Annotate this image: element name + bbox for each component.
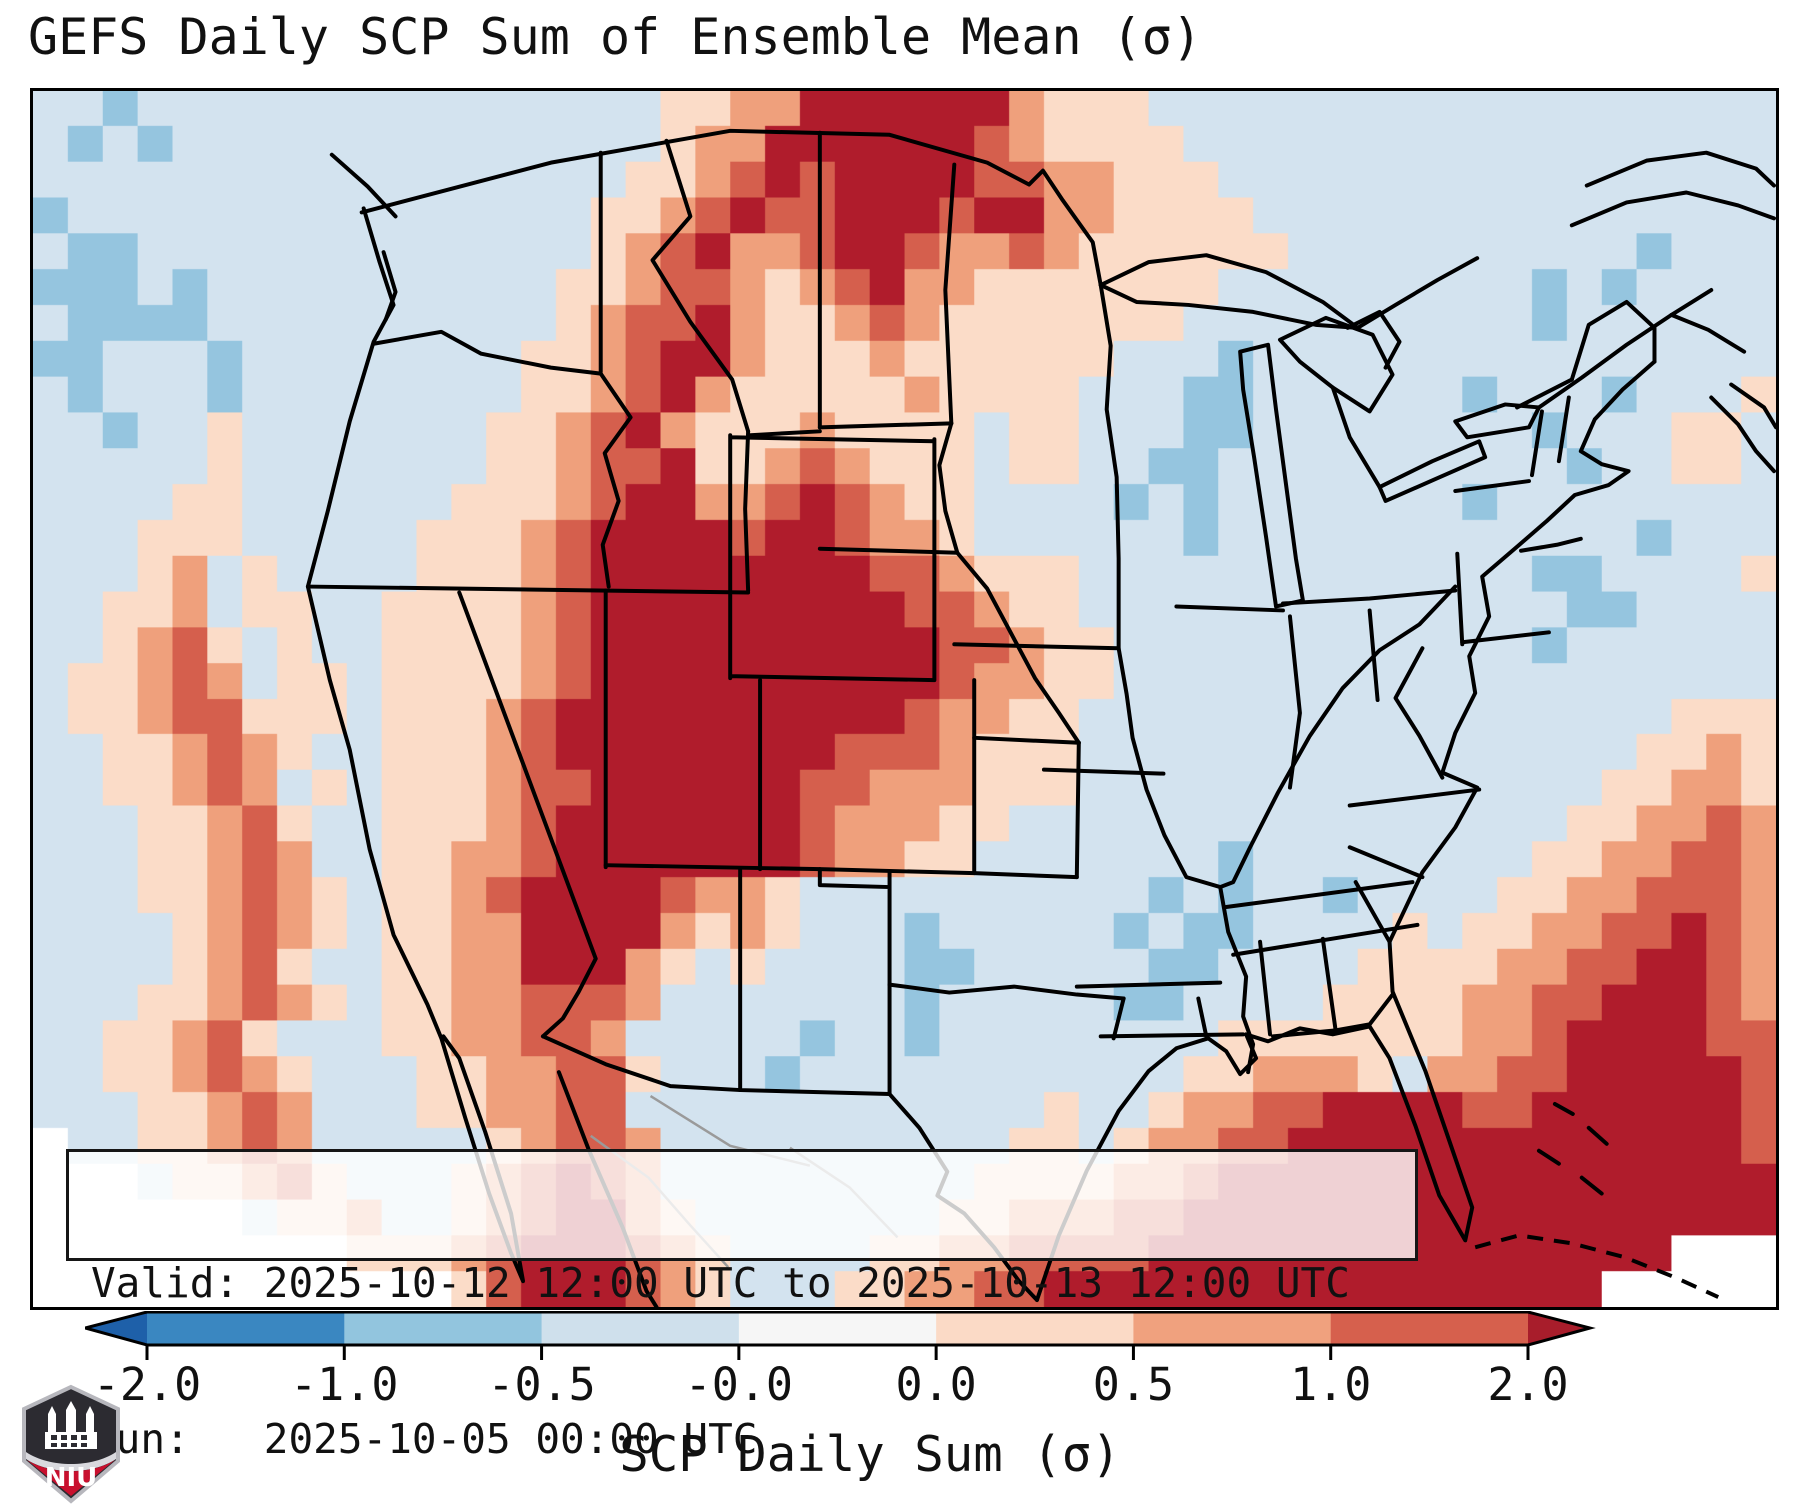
georgian-bay (1345, 309, 1402, 370)
mississippi-river (1098, 283, 1256, 1075)
colorbar-tick-label: 1.0 (1290, 1358, 1372, 1411)
la-ar-border (1098, 1032, 1246, 1039)
42n-line (305, 584, 751, 595)
sd-east-border (937, 421, 960, 555)
bahamas (1536, 1102, 1609, 1196)
colorbar (85, 1311, 1596, 1360)
ga-al-border (1320, 936, 1338, 1034)
ky-tn-border (1224, 880, 1415, 909)
ny-pa-border (1453, 479, 1531, 494)
gulf-st-lawrence-north (1584, 150, 1776, 188)
scp-heatmap-canvas (33, 91, 1776, 1307)
colorbar-segment (541, 1312, 740, 1345)
la-tx-border (1196, 996, 1209, 1039)
niu-logo: NIU (22, 1384, 120, 1504)
ar-north-border (1074, 980, 1223, 989)
maine-quebec-border (1569, 299, 1657, 382)
colorbar-under-arrow (85, 1312, 147, 1345)
colorbar-segments (147, 1312, 1529, 1345)
ks-ne-border (972, 735, 1081, 745)
oh-pa-border (1455, 551, 1465, 647)
nd-south-border (817, 421, 954, 430)
niu-red-field (27, 1460, 115, 1496)
niu-silver-band (26, 1452, 116, 1471)
id-east-border (743, 429, 751, 593)
st-lawrence-river (1536, 288, 1714, 410)
nova-scotia (1709, 382, 1776, 474)
colorbar-segment (344, 1312, 543, 1345)
new-brunswick-coast (1669, 312, 1747, 354)
pacific-coast (305, 206, 526, 1284)
colorbar-tick-label: -1.0 (290, 1358, 399, 1411)
gaspe-peninsula (1569, 190, 1776, 228)
nd-east-border (943, 162, 957, 426)
wy-borders (728, 433, 937, 683)
colorbar-tick-label: -2.0 (92, 1358, 202, 1411)
lake-michigan (1238, 342, 1305, 609)
37n-line (603, 863, 1079, 880)
missouri-river (955, 550, 1081, 745)
state-borders-svg (305, 128, 1776, 1307)
mt-south-border (746, 429, 822, 438)
ohio-river (1218, 584, 1458, 890)
fl-north-border (1271, 992, 1395, 1039)
annotation-run-line: Run: 2025-10-05 00:00 UTC (91, 1415, 758, 1463)
colorbar-tick-label: -0.0 (684, 1358, 794, 1411)
page-title: GEFS Daily SCP Sum of Ensemble Mean (σ) (28, 8, 1202, 66)
tn-south-border (1231, 922, 1420, 957)
niu-logo-text: NIU (45, 1463, 98, 1493)
cuba-coast (1474, 1233, 1720, 1299)
lake-ontario (1453, 402, 1541, 440)
colorbar-segment (1133, 1312, 1332, 1345)
colorbar-segment (738, 1312, 938, 1345)
va-nc-border (1347, 787, 1482, 808)
lake-erie (1377, 439, 1488, 503)
lake-superior (1098, 253, 1360, 330)
al-ms-border (1258, 939, 1273, 1037)
ok-tx-panhandle (817, 867, 892, 1097)
wi-il-border (1174, 604, 1285, 613)
ks-mo-border (1074, 740, 1081, 880)
ia-mo-border (1041, 767, 1166, 776)
vancouver-island (329, 152, 398, 219)
id-mt-border (650, 138, 751, 434)
ga-sc-border (1353, 880, 1392, 944)
ontario-peninsula (1330, 385, 1382, 490)
colorbar-tick-label: 0.5 (1092, 1358, 1175, 1411)
colorbar-segment (1330, 1312, 1529, 1345)
annotation-box: Valid: 2025-10-12 12:00 UTC to 2025-10-1… (66, 1149, 1418, 1463)
lake-huron (1278, 315, 1395, 414)
colorbar-tick-label: -0.5 (487, 1358, 596, 1411)
ar-west-border (1111, 996, 1126, 1041)
canada-border (359, 128, 1103, 288)
mn-ia-border (952, 642, 1121, 651)
mexico-border-west (540, 1034, 892, 1097)
puget-sound (381, 250, 398, 322)
colorbar-ticks (145, 1345, 1530, 1360)
red-river (887, 982, 1126, 1001)
long-island (1519, 536, 1583, 553)
colorbar-axis-label: SCP Daily Sum (σ) (619, 1426, 1121, 1483)
sd-south-border (817, 546, 960, 555)
weather-map: Valid: 2025-10-12 12:00 UTC to 2025-10-1… (30, 88, 1779, 1463)
ontario-quebec-border (1355, 256, 1480, 330)
or-id-border (598, 371, 633, 589)
wv-va-border (1393, 646, 1445, 780)
colorbar-segment (936, 1312, 1135, 1345)
new-england-borders (1515, 377, 1574, 478)
niu-castle-windows (51, 1435, 87, 1447)
atlantic-gulf-coast (1034, 359, 1657, 1303)
colorbar-segment (147, 1312, 346, 1345)
annotation-valid-line: Valid: 2025-10-12 12:00 UTC to 2025-10-1… (91, 1259, 1350, 1307)
niu-castle (45, 1401, 97, 1449)
colorbar-tick-label: 0.0 (895, 1358, 977, 1411)
wa-or-border (371, 329, 603, 376)
nc-sc-border (1347, 845, 1425, 880)
colorbar-tick-label: 2.0 (1487, 1358, 1569, 1411)
ca-nv-border (457, 590, 598, 1039)
colorbar-over-arrow (1528, 1312, 1590, 1345)
mi-south-border (1280, 588, 1458, 606)
